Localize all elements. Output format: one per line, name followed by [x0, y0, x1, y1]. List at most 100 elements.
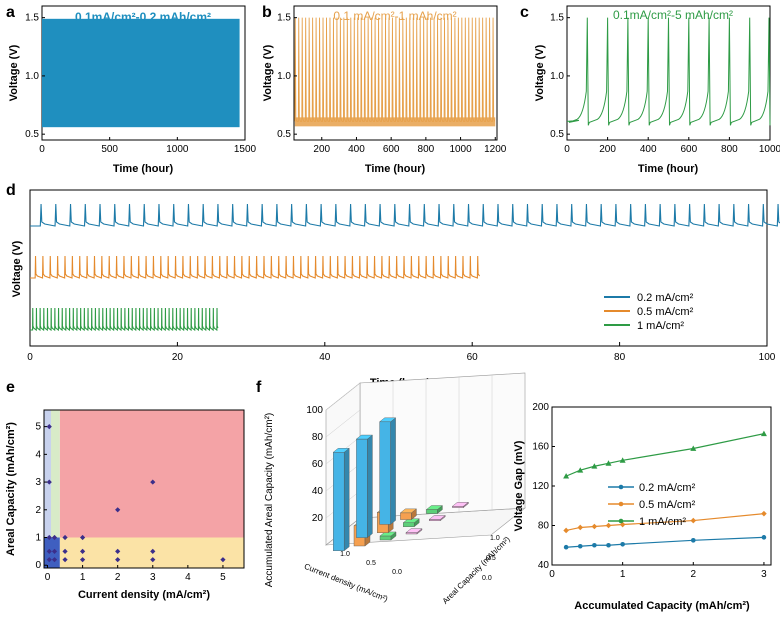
bar-f-front-7 [429, 519, 441, 522]
chart-e-plot: 0 1 2 3 4 5 0 1 2 3 4 5 [35, 410, 244, 583]
panel-letter-e: e [6, 379, 15, 396]
chart-c-plot: 0 200 400 600 800 1000 0.5 1.0 1.5 [550, 13, 780, 155]
point-g-0-3 [606, 542, 611, 548]
y-tick-label: 1.0 [25, 71, 39, 82]
chart-b-annotation: 0.1 mA/cm²-1 mAh/cm² [333, 9, 456, 23]
z-grid-f [325, 382, 361, 411]
point-e-9 [62, 548, 68, 554]
z-tick-label: 60 [312, 459, 324, 470]
bar-f-top-7 [428, 515, 446, 520]
chart-c-xlabel: Time (hour) [638, 163, 699, 175]
y-tick-label-f: 0.0 [482, 575, 492, 582]
point-g-1-2 [591, 523, 598, 530]
panel-letter-c: c [520, 4, 529, 21]
chart-c: 0 200 400 600 800 1000 0.5 1.0 1.5 Time (hour) V… [534, 5, 780, 175]
legend-g-label-0: 0.2 mA/cm² [639, 482, 696, 494]
x-tick-label: 500 [101, 144, 118, 155]
point-g-0-5 [690, 538, 696, 543]
point-g-2-3 [605, 460, 612, 466]
x-tick-label: 2 [691, 569, 697, 580]
y-tick-label: 1.0 [550, 71, 564, 82]
series-a-band [42, 18, 240, 128]
y-tick-label: 0 [35, 560, 41, 571]
chart-b: 200 400 600 800 1000 1200 0.5 1.0 1.5 Time (hour… [262, 5, 507, 175]
x-tick-label: 0 [39, 144, 45, 155]
chart-g: 0.2 mA/cm² 0.5 mA/cm² 1 mA/cm² 0 1 2 3 40 80 120 1… [513, 402, 772, 612]
chart-d-plot: 0.2 mA/cm² 0.5 mA/cm² 1 mA/cm² 0 20 40 60 80 100 [27, 203, 780, 363]
legend-g-marker-0 [618, 484, 624, 490]
series-d-line-1 [30, 255, 481, 279]
bar-f-front-3 [405, 532, 418, 535]
chart-f-zlabel: Accumulated Areal Capacity (mAh/cm²) [264, 413, 275, 588]
x-tick-label: 1000 [449, 144, 472, 155]
panel-letter-f: f [256, 379, 262, 396]
x-tick-label-f: 0.0 [392, 569, 402, 576]
y-tick-label: 160 [532, 442, 549, 453]
chart-g-xlabel: Accumulated Capacity (mAh/cm²) [574, 600, 750, 612]
point-g-1-0 [563, 527, 569, 534]
point-e-8 [62, 534, 68, 541]
series-d-line-0 [30, 203, 780, 227]
region-e-2 [51, 410, 60, 538]
chart-d-frame [29, 189, 768, 347]
chart-f-xlabel: Current density (mA/cm²) [303, 562, 390, 604]
x-tick-label: 0 [564, 144, 570, 155]
y-tick-label: 1.0 [277, 71, 291, 82]
series-b-line [294, 17, 496, 122]
bar-f-side-0 [344, 447, 350, 552]
chart-e-xlabel: Current density (mA/cm²) [78, 589, 210, 601]
point-e-5 [51, 534, 58, 541]
point-g-0-6 [761, 535, 767, 540]
bar-f-side-4 [367, 434, 373, 539]
x-tick-label: 1000 [759, 144, 780, 155]
legend-g-marker-2 [618, 518, 624, 524]
chart-a-annotation: 0.1mA/cm²-0.2 mAh/cm² [75, 10, 211, 24]
y-tick-label: 120 [532, 481, 549, 492]
chart-a-ylabel: Voltage (V) [8, 44, 20, 101]
x-tick-label: 2 [115, 572, 121, 583]
z-tick-label: 40 [312, 486, 324, 497]
series-c-line [566, 17, 771, 126]
x-tick-label: 1500 [234, 144, 257, 155]
legend-g-label-1: 0.5 mA/cm² [639, 499, 696, 511]
chart-e-ylabel: Areal Capacity (mAh/cm²) [5, 422, 17, 556]
point-e-3 [46, 548, 52, 554]
bar-f-top-10 [425, 505, 443, 510]
point-g-2-0 [563, 473, 570, 479]
x-tick-label: 3 [150, 572, 156, 583]
series-d-line-2 [30, 307, 219, 332]
bar-f-top-4 [355, 434, 373, 440]
point-g-0-4 [620, 541, 625, 547]
y-tick-label: 2 [35, 505, 41, 516]
chart-b-plot: 200 400 600 800 1000 1200 0.5 1.0 1.5 [277, 13, 507, 155]
point-g-0-2 [592, 542, 597, 548]
y-tick-label-f: 1.0 [490, 535, 500, 542]
point-e-2 [46, 534, 52, 541]
legend-d-label-1: 0.5 mA/cm² [637, 306, 694, 318]
bar-f-top-11 [451, 502, 469, 507]
point-e-18 [150, 548, 156, 554]
region-e-3 [44, 410, 52, 538]
chart-a: 0 500 1000 1500 0.5 1.0 1.5 Time (hour) Voltag… [8, 5, 257, 175]
point-g-0-0 [563, 544, 569, 550]
chart-g-plot: 0.2 mA/cm² 0.5 mA/cm² 1 mA/cm² 0 1 2 3 40 80 120 1… [532, 402, 767, 580]
point-e-7 [51, 557, 58, 563]
y-tick-label: 5 [35, 422, 41, 433]
y-tick-label: 40 [538, 560, 550, 571]
chart-b-xlabel: Time (hour) [365, 163, 426, 175]
z-tick-label: 100 [306, 405, 323, 416]
series-b-baseline [294, 117, 496, 127]
point-e-4 [46, 557, 52, 563]
y-tick-label: 200 [532, 402, 549, 413]
point-g-2-5 [690, 445, 697, 451]
region-e-4 [44, 537, 60, 568]
point-g-1-5 [690, 517, 697, 524]
x-tick-label: 40 [319, 352, 331, 363]
point-e-10 [62, 557, 68, 563]
chart-g-ylabel: Voltage Gap (mV) [513, 440, 525, 531]
chart-c-frame [566, 5, 771, 141]
x-tick-label: 200 [313, 144, 330, 155]
point-g-2-1 [577, 467, 584, 473]
point-e-14 [115, 507, 121, 513]
chart-e: 0 1 2 3 4 5 0 1 2 3 4 5 Current density (mA/cm²) Ar… [5, 409, 245, 601]
